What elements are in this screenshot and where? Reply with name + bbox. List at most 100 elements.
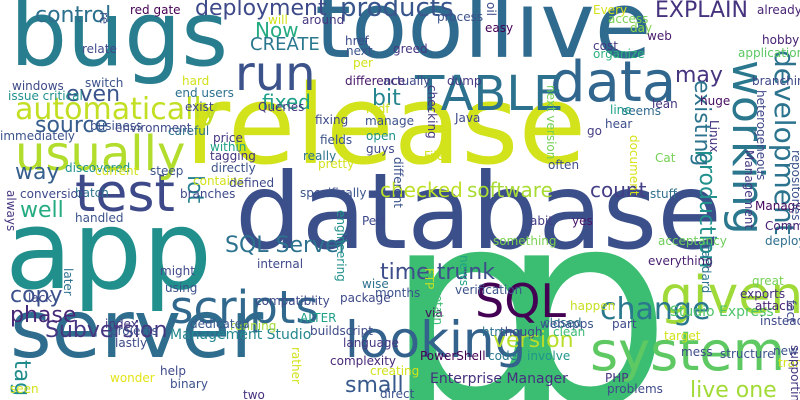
cloud-word: switch (85, 76, 124, 90)
cloud-word: wise (362, 277, 389, 291)
cloud-word: go (587, 124, 602, 138)
cloud-word: scripts (170, 281, 319, 334)
cloud-word: tag (9, 360, 34, 397)
cloud-word: branches (180, 187, 236, 201)
cloud-word: Java (455, 111, 481, 125)
cloud-word: actually (383, 74, 431, 88)
cloud-word: small (345, 373, 404, 398)
cloud-word: handled (75, 211, 124, 225)
cloud-word: complexity (330, 354, 396, 368)
cloud-word: exist (185, 100, 214, 114)
cloud-word: release (185, 61, 587, 189)
cloud-word: Now (255, 18, 299, 42)
cloud-word: hobby (762, 33, 800, 47)
cloud-word: manage (365, 114, 415, 128)
cloud-word: code (488, 349, 517, 363)
cloud-word: might (160, 264, 195, 278)
cloud-word: difference (345, 74, 406, 88)
cloud-word: relate (82, 42, 117, 56)
cloud-word: lastly (115, 336, 148, 350)
cloud-word: Every (593, 3, 628, 17)
cloud-word: may (675, 63, 723, 88)
cloud-word: environment (115, 121, 192, 135)
cloud-word: Subversion (45, 318, 168, 343)
cloud-word: using (165, 281, 198, 295)
cloud-word: clean (553, 325, 586, 339)
cloud-word: dump (447, 74, 482, 88)
cloud-word: news (457, 255, 471, 287)
cloud-word: windows (12, 79, 64, 93)
cloud-word: internal (257, 257, 304, 271)
cloud-word: target (664, 329, 701, 343)
cloud-word: everything (648, 254, 713, 268)
cloud-word: hear (605, 117, 633, 131)
cloud-word: contains (193, 174, 244, 188)
cloud-word: two (243, 388, 265, 400)
cloud-word: steep (150, 164, 184, 178)
cloud-word: package (340, 291, 391, 305)
cloud-word: structure (720, 347, 775, 361)
cloud-word: projects (110, 324, 158, 338)
cloud-word: later (61, 268, 75, 296)
cloud-word: binary (170, 377, 208, 391)
cloud-word: great (752, 274, 784, 288)
cloud-word: retain (431, 290, 445, 326)
cloud-word: really (303, 149, 337, 163)
cloud-word: standard (699, 240, 713, 294)
cloud-word: Cat (655, 151, 676, 165)
cloud-word: immediately (0, 129, 75, 143)
cloud-word: hard (182, 74, 210, 88)
cloud-word: CREATE (250, 34, 320, 55)
cloud-word: open (366, 129, 396, 143)
cloud-word: rather (289, 347, 303, 384)
cloud-word: language (343, 336, 399, 350)
cloud-word: working (722, 60, 773, 235)
cloud-word: htm (482, 325, 506, 339)
cloud-word: lack (28, 291, 53, 305)
cloud-word: next (346, 44, 373, 58)
cloud-word: webapps (540, 317, 594, 331)
cloud-word: software (467, 178, 553, 202)
cloud-word: different (391, 157, 405, 208)
cloud-word: red gate (130, 3, 181, 17)
cloud-word: fact (784, 300, 798, 323)
cloud-word: guys (366, 142, 395, 156)
cloud-word: running (230, 319, 277, 333)
cloud-word: FTP (422, 268, 436, 290)
cloud-word: File (424, 149, 445, 163)
cloud-word: something (493, 234, 557, 248)
cloud-word: new (773, 344, 798, 358)
cloud-word: huge (700, 94, 731, 108)
cloud-word: easy (485, 21, 514, 35)
cloud-word: run (235, 46, 316, 102)
cloud-word: PHP (605, 371, 629, 385)
cloud-word: seems (622, 104, 661, 118)
cloud-word: server (10, 283, 264, 376)
cloud-word: time trunk (380, 260, 495, 285)
cloud-word: day (630, 21, 653, 35)
cloud-word: directly (211, 161, 256, 175)
cloud-word: buildscript (310, 324, 373, 338)
cloud-word: instead (760, 314, 800, 328)
cloud-word: cost (593, 39, 618, 53)
cloud-word: bit (372, 86, 401, 111)
cloud-word: business (90, 119, 143, 133)
cloud-word: Management (742, 150, 756, 230)
cloud-word: heterogeneous (754, 90, 768, 181)
cloud-word: even (66, 82, 121, 107)
cloud-word: involve (527, 349, 571, 363)
cloud-word: copy (10, 283, 63, 308)
cloud-word: lot (182, 175, 207, 204)
cloud-word: yes (572, 214, 593, 228)
cloud-word: Management Studio (170, 327, 312, 343)
cloud-word: PowerShell (420, 349, 486, 363)
cloud-word: href (345, 34, 369, 48)
cloud-word: always (4, 190, 18, 232)
cloud-word: price (213, 131, 243, 145)
cloud-word: well (20, 198, 64, 223)
cloud-word: phase (10, 303, 77, 328)
cloud-word: EXPLAIN (655, 0, 748, 23)
cloud-word: attach (755, 299, 794, 313)
cloud-word: next version (544, 85, 558, 160)
cloud-word: process (437, 10, 484, 24)
